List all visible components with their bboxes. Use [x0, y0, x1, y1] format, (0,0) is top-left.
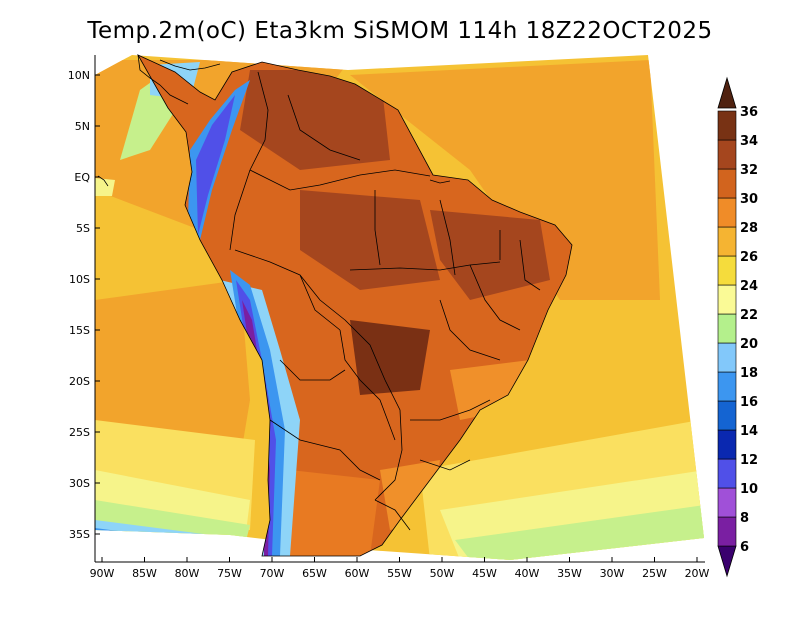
lon-label: 45W	[472, 567, 497, 580]
colorbar-label: 16	[740, 395, 758, 410]
lat-label: EQ	[74, 171, 90, 184]
colorbar-swatch	[717, 400, 737, 431]
colorbar-label: 10	[740, 482, 758, 497]
colorbar-arrow-high	[717, 76, 737, 109]
colorbar-label: 24	[740, 279, 758, 294]
colorbar-label: 28	[740, 221, 758, 236]
lon-label: 80W	[175, 567, 200, 580]
colorbar-label: 8	[740, 511, 749, 526]
lon-label: 50W	[430, 567, 455, 580]
colorbar-swatch	[717, 197, 737, 228]
lat-label: 15S	[69, 324, 90, 337]
longitude-axis: 90W 85W 80W 75W 70W 65W 60W 55W 50W 45W 40W 35W 30W 2…	[90, 557, 710, 580]
lon-label: 90W	[90, 567, 115, 580]
lon-label: 60W	[345, 567, 370, 580]
lon-label: 20W	[685, 567, 710, 580]
colorbar-label: 12	[740, 453, 758, 468]
lat-label: 20S	[69, 375, 90, 388]
lat-label: 5N	[75, 120, 90, 133]
lat-label: 10N	[68, 69, 90, 82]
colorbar-label: 26	[740, 250, 758, 265]
colorbar-swatch	[717, 168, 737, 199]
colorbar-label: 30	[740, 192, 758, 207]
colorbar-swatch	[717, 458, 737, 489]
colorbar-label: 22	[740, 308, 758, 323]
colorbar-swatch	[717, 371, 737, 402]
colorbar-swatch	[717, 139, 737, 170]
lat-label: 5S	[76, 222, 90, 235]
colorbar-swatch	[717, 487, 737, 518]
colorbar-label: 18	[740, 366, 758, 381]
lon-label: 25W	[642, 567, 667, 580]
colorbar-swatch	[717, 255, 737, 286]
colorbar: 6 8 10 12 14 16 18 20 22 24 26 28 30 32 34 36	[717, 76, 758, 578]
lat-label: 30S	[69, 477, 90, 490]
lon-label: 70W	[260, 567, 285, 580]
colorbar-swatch	[717, 429, 737, 460]
colorbar-label: 20	[740, 337, 758, 352]
lon-label: 75W	[217, 567, 242, 580]
colorbar-swatch	[717, 284, 737, 315]
colorbar-label: 6	[740, 540, 749, 555]
colorbar-label: 14	[740, 424, 758, 439]
lat-label: 35S	[69, 528, 90, 541]
colorbar-label: 36	[740, 105, 758, 120]
colorbar-swatch	[717, 226, 737, 257]
colorbar-swatch	[717, 313, 737, 344]
colorbar-arrow-low	[717, 545, 737, 578]
lon-label: 35W	[557, 567, 582, 580]
map-title: Temp.2m(oC) Eta3km SiSMOM 114h 18Z22OCT2…	[87, 18, 713, 44]
colorbar-swatch	[717, 110, 737, 141]
lat-label: 25S	[69, 426, 90, 439]
colorbar-swatch	[717, 342, 737, 373]
lat-label: 10S	[69, 273, 90, 286]
lon-label: 40W	[515, 567, 540, 580]
colorbar-label: 32	[740, 163, 758, 178]
lon-label: 55W	[387, 567, 412, 580]
lon-label: 30W	[600, 567, 625, 580]
latitude-axis: 10N 5N EQ 5S 10S 15S 20S 25S 30S 35S	[68, 69, 100, 541]
borders	[137, 54, 573, 557]
colorbar-label: 34	[740, 134, 758, 149]
colorbar-swatch	[717, 516, 737, 547]
lon-label: 85W	[132, 567, 157, 580]
lon-label: 65W	[302, 567, 327, 580]
coastline-islands	[97, 54, 451, 187]
